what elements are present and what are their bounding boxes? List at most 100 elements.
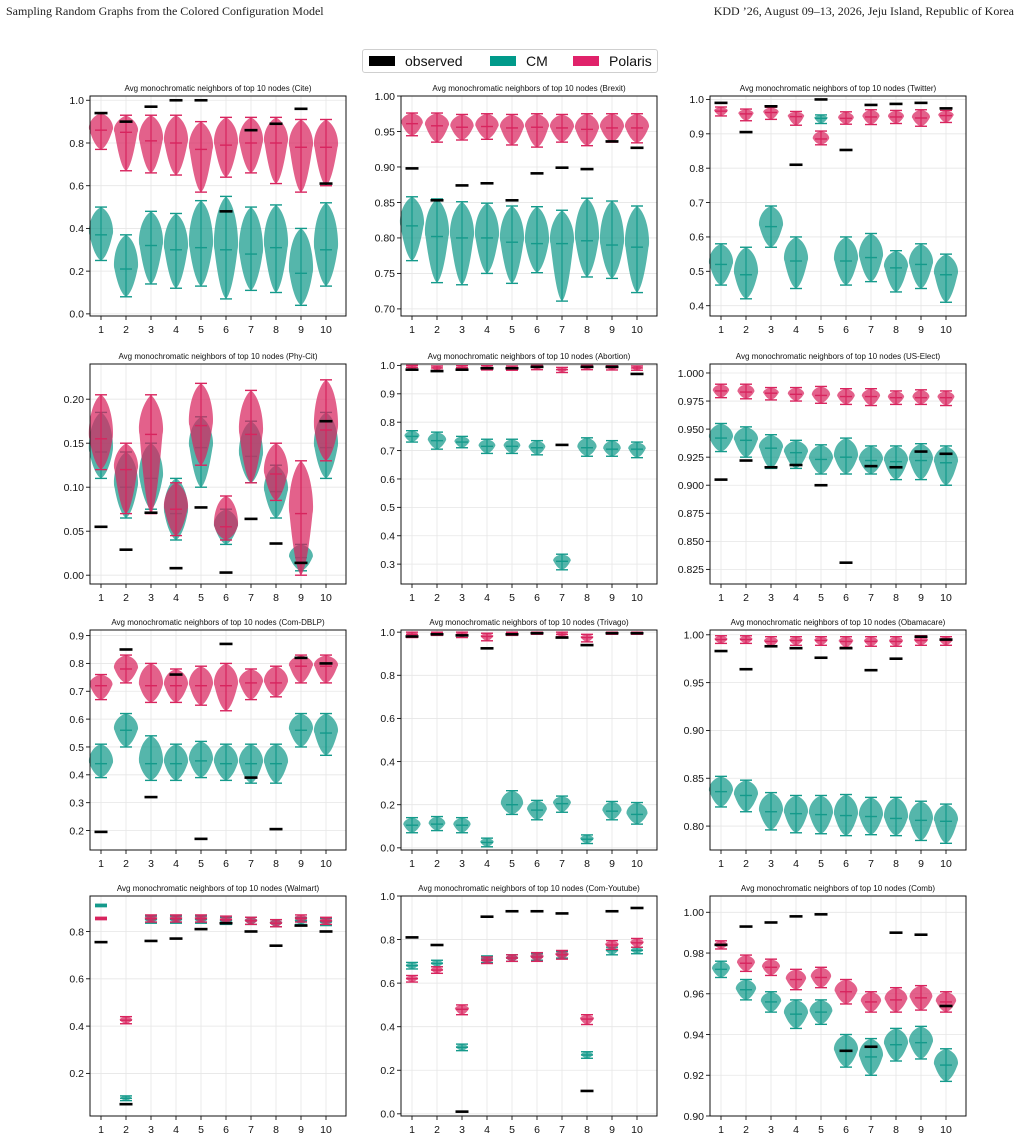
x-tick-label: 5 [818, 592, 824, 604]
x-tick-label: 8 [273, 324, 279, 336]
x-tick-label: 7 [248, 592, 254, 604]
x-tick-label: 8 [893, 858, 899, 870]
y-tick-label: 0.8 [69, 658, 84, 670]
x-tick-label: 5 [198, 324, 204, 336]
x-tick-label: 7 [868, 324, 874, 336]
chart-panel: 0.2 0.3 0.4 0.5 0.6 0.7 0.8 0.9 1 2 3 4 5 6 7 8 9 10 Avg m… [69, 618, 347, 870]
chart-title: Avg monochromatic neighbors of top 10 no… [418, 884, 640, 893]
plot-frame [709, 629, 967, 851]
running-header-left: Sampling Random Graphs from the Colored … [6, 4, 324, 18]
y-tick-label: 0.85 [684, 773, 705, 785]
x-tick-label: 1 [409, 324, 415, 336]
x-tick-label: 9 [609, 324, 615, 336]
y-tick-label: 0.75 [375, 268, 396, 280]
y-tick-label: 0.3 [380, 559, 395, 571]
y-tick-label: 0.0 [69, 309, 84, 321]
chart-panel: 0.0 0.2 0.4 0.6 0.8 1.0 1 2 3 4 5 6 7 8 9 10 Avg monochr… [380, 618, 658, 870]
y-tick-label: 0.8 [69, 926, 84, 938]
x-tick-label: 6 [223, 1124, 229, 1136]
y-tick-label: 0.6 [69, 181, 84, 193]
x-tick-label: 3 [459, 592, 465, 604]
x-tick-label: 3 [768, 324, 774, 336]
x-tick-label: 3 [148, 324, 154, 336]
y-tick-label: 0.98 [684, 948, 705, 960]
x-tick-label: 3 [148, 1124, 154, 1136]
x-tick-label: 9 [609, 592, 615, 604]
y-tick-label: 0.4 [689, 300, 704, 312]
y-tick-label: 0.95 [684, 677, 705, 689]
chart-title: Avg monochromatic neighbors of top 10 no… [117, 884, 320, 893]
y-tick-label: 0.5 [380, 502, 395, 514]
x-tick-label: 10 [940, 324, 952, 336]
plot-frame [89, 363, 347, 585]
y-tick-label: 0.96 [684, 989, 705, 1001]
x-tick-label: 3 [459, 858, 465, 870]
x-tick-label: 2 [434, 324, 440, 336]
y-tick-label: 0.9 [69, 630, 84, 642]
y-tick-label: 0.825 [678, 564, 704, 576]
x-tick-label: 2 [123, 1124, 129, 1136]
x-tick-label: 9 [298, 592, 304, 604]
x-tick-label: 3 [148, 858, 154, 870]
y-tick-label: 0.6 [69, 974, 84, 986]
x-tick-label: 7 [868, 592, 874, 604]
x-tick-label: 8 [893, 592, 899, 604]
x-tick-label: 10 [320, 1124, 332, 1136]
chart-title: Avg monochromatic neighbors of top 10 no… [740, 84, 937, 93]
y-tick-label: 0.0 [380, 1109, 395, 1121]
x-tick-label: 10 [320, 324, 332, 336]
x-tick-label: 3 [768, 592, 774, 604]
y-tick-label: 0.5 [69, 742, 84, 754]
chart-panel: 0.70 0.75 0.80 0.85 0.90 0.95 1.00 1 2 3 4 5 6 7 8 9 10 A… [375, 84, 658, 336]
x-tick-label: 2 [743, 324, 749, 336]
x-tick-label: 10 [631, 1124, 643, 1136]
y-tick-label: 0.7 [380, 445, 395, 457]
x-tick-label: 10 [631, 592, 643, 604]
x-tick-label: 9 [609, 1124, 615, 1136]
y-tick-label: 0.80 [375, 233, 396, 245]
y-tick-label: 0.90 [375, 162, 396, 174]
x-tick-label: 1 [718, 324, 724, 336]
y-tick-label: 0.6 [380, 978, 395, 990]
y-tick-label: 0.2 [380, 1065, 395, 1077]
y-tick-label: 0.8 [380, 934, 395, 946]
x-tick-label: 8 [584, 1124, 590, 1136]
x-tick-label: 10 [631, 324, 643, 336]
x-tick-label: 8 [273, 592, 279, 604]
x-tick-label: 4 [484, 592, 490, 604]
x-tick-label: 5 [818, 858, 824, 870]
y-tick-label: 0.8 [380, 670, 395, 682]
plot-frame [709, 95, 967, 317]
x-tick-label: 4 [173, 324, 179, 336]
y-tick-label: 0.9 [380, 389, 395, 401]
chart-title: Avg monochromatic neighbors of top 10 no… [124, 84, 311, 93]
x-tick-label: 9 [298, 858, 304, 870]
y-tick-label: 0.4 [380, 1021, 395, 1033]
plot-frame [400, 363, 658, 585]
y-tick-label: 1.0 [689, 94, 704, 106]
x-tick-label: 3 [459, 324, 465, 336]
y-tick-label: 0.4 [69, 223, 84, 235]
y-tick-label: 1.0 [380, 360, 395, 372]
plot-frame [709, 895, 967, 1117]
x-tick-label: 5 [509, 1124, 515, 1136]
chart-title: Avg monochromatic neighbors of top 10 no… [432, 84, 626, 93]
y-tick-label: 0.94 [684, 1029, 705, 1041]
y-tick-label: 1.000 [678, 368, 704, 380]
plot-frame [709, 363, 967, 585]
x-tick-label: 6 [223, 858, 229, 870]
y-tick-label: 0.92 [684, 1070, 705, 1082]
y-tick-label: 0.6 [69, 714, 84, 726]
y-tick-label: 0.90 [684, 725, 705, 737]
y-tick-label: 0.15 [64, 438, 85, 450]
y-tick-label: 0.20 [64, 394, 85, 406]
x-tick-label: 8 [584, 858, 590, 870]
x-tick-label: 10 [940, 858, 952, 870]
chart-title: Avg monochromatic neighbors of top 10 no… [118, 352, 317, 361]
x-tick-label: 6 [534, 858, 540, 870]
chart-panel: 0.825 0.850 0.875 0.900 0.925 0.950 0.975 1.000… [678, 352, 967, 604]
y-tick-label: 0.3 [69, 797, 84, 809]
y-tick-label: 0.95 [375, 126, 396, 138]
x-tick-label: 1 [409, 858, 415, 870]
